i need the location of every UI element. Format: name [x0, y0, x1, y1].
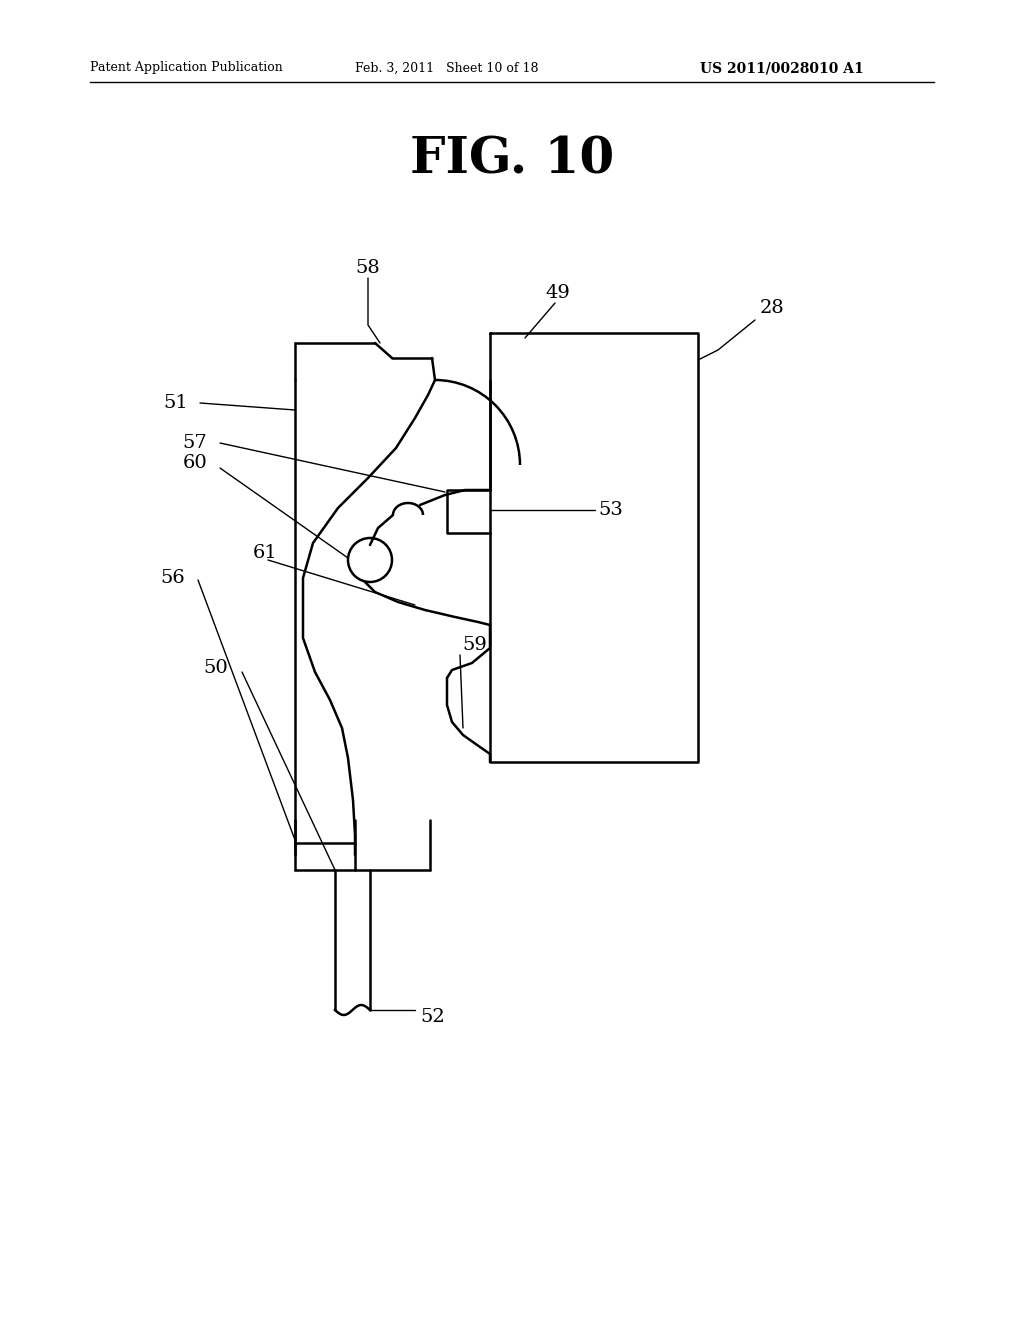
- Text: 57: 57: [182, 434, 207, 451]
- Text: FIG. 10: FIG. 10: [410, 136, 614, 185]
- Text: 52: 52: [420, 1008, 444, 1026]
- Text: 61: 61: [253, 544, 278, 562]
- Text: 49: 49: [546, 284, 570, 302]
- Text: 50: 50: [203, 659, 228, 677]
- Circle shape: [348, 539, 392, 582]
- Text: Feb. 3, 2011   Sheet 10 of 18: Feb. 3, 2011 Sheet 10 of 18: [355, 62, 539, 74]
- Text: 51: 51: [163, 393, 188, 412]
- Text: 60: 60: [182, 454, 207, 473]
- Text: US 2011/0028010 A1: US 2011/0028010 A1: [700, 61, 864, 75]
- Text: 59: 59: [462, 636, 486, 653]
- Text: 53: 53: [598, 502, 623, 519]
- Text: Patent Application Publication: Patent Application Publication: [90, 62, 283, 74]
- Text: 56: 56: [160, 569, 185, 587]
- Text: 58: 58: [355, 259, 380, 277]
- Text: 28: 28: [760, 300, 784, 317]
